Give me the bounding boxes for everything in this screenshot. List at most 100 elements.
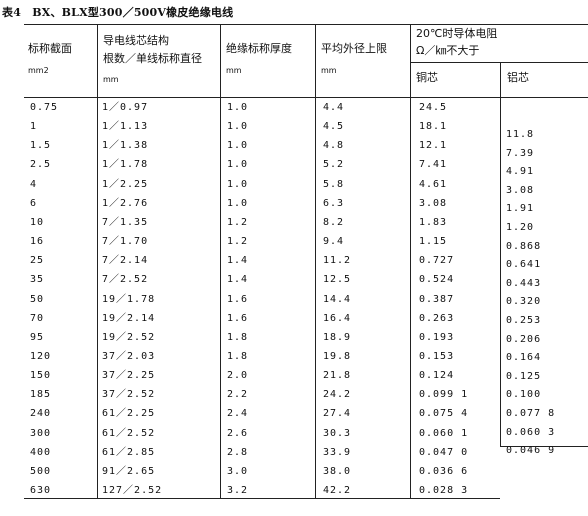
header-outer-unit: mm (321, 66, 337, 75)
cell-structure: 61／2.85 (102, 446, 156, 458)
header-bottom-border (24, 97, 588, 98)
cell-aluminum: 0.100 (506, 389, 542, 401)
cell-section: 400 (30, 446, 52, 458)
cell-section: 6 (30, 197, 38, 209)
cell-aluminum: 0.868 (506, 240, 542, 252)
col-divider-2 (220, 24, 221, 499)
cell-insulation: 1.0 (227, 197, 249, 209)
cell-copper: 12.1 (419, 140, 448, 152)
cell-structure: 7／1.35 (102, 216, 149, 228)
cell-insulation: 1.4 (227, 255, 249, 267)
cell-aluminum: 0.641 (506, 259, 542, 271)
cell-copper: 0.153 (419, 350, 455, 362)
cell-copper: 4.61 (419, 178, 448, 190)
cell-insulation: 3.0 (227, 465, 249, 477)
cell-section: 120 (30, 350, 52, 362)
cell-section: 630 (30, 485, 52, 496)
cell-outer: 27.4 (323, 408, 352, 420)
cell-aluminum: 0.046 9 (506, 445, 556, 457)
cell-copper: 0.099 1 (419, 389, 469, 401)
cell-structure: 19／1.78 (102, 293, 156, 305)
cell-section: 150 (30, 370, 52, 382)
cell-insulation: 1.0 (227, 140, 249, 152)
cell-outer: 16.4 (323, 312, 352, 324)
cell-insulation: 1.0 (227, 178, 249, 190)
header-insulation-unit: mm (226, 66, 242, 75)
cell-structure: 1／1.13 (102, 121, 149, 133)
cell-outer: 5.2 (323, 159, 345, 171)
col-divider-4 (410, 24, 411, 499)
cell-aluminum: 0.206 (506, 333, 542, 345)
cell-outer: 38.0 (323, 465, 352, 477)
cell-structure: 37／2.52 (102, 389, 156, 401)
cell-copper: 0.124 (419, 370, 455, 382)
cell-section: 2.5 (30, 159, 52, 171)
table-title: 表4 BX、BLX型300／500V橡皮绝缘电线 (2, 6, 234, 19)
cell-aluminum: 0.253 (506, 315, 542, 326)
cell-insulation: 1.2 (227, 216, 249, 228)
cell-structure: 19／2.52 (102, 331, 156, 343)
cell-structure: 7／1.70 (102, 236, 149, 248)
cell-aluminum: 3.08 (506, 184, 535, 196)
cell-insulation: 2.2 (227, 389, 249, 401)
cell-section: 35 (30, 274, 45, 286)
header-structure-unit: mm (103, 75, 119, 84)
cell-structure: 37／2.25 (102, 370, 156, 382)
cell-copper: 0.524 (419, 274, 455, 286)
cell-insulation: 2.8 (227, 446, 249, 458)
header-section: 标称截面 (28, 42, 72, 55)
cell-section: 1.5 (30, 140, 52, 152)
cell-outer: 11.2 (323, 255, 352, 267)
cell-insulation: 1.6 (227, 293, 249, 305)
cell-section: 500 (30, 465, 52, 477)
cell-structure: 1／2.25 (102, 178, 149, 190)
cell-section: 25 (30, 255, 45, 267)
cell-aluminum: 0.060 3 (506, 426, 556, 438)
cell-insulation: 1.2 (227, 236, 249, 248)
header-structure-line1: 导电线芯结构 (103, 34, 169, 47)
cell-aluminum: 0.164 (506, 352, 542, 364)
cell-outer: 42.2 (323, 485, 352, 496)
cell-outer: 9.4 (323, 236, 345, 248)
cell-copper: 0.193 (419, 331, 455, 343)
cell-outer: 30.3 (323, 427, 352, 439)
cell-aluminum: 1.91 (506, 203, 535, 215)
cell-section: 10 (30, 216, 45, 228)
cell-copper: 24.5 (419, 102, 448, 113)
aluminum-bottom-border (500, 446, 588, 447)
cell-insulation: 1.0 (227, 159, 249, 171)
cell-aluminum: 0.077 8 (506, 408, 556, 419)
cell-structure: 7／2.14 (102, 255, 149, 267)
cell-section: 70 (30, 312, 45, 324)
cell-outer: 14.4 (323, 293, 352, 305)
cell-section: 300 (30, 427, 52, 439)
cell-structure: 1／2.76 (102, 197, 149, 209)
cell-copper: 0.075 4 (419, 408, 469, 420)
cell-structure: 1／0.97 (102, 102, 149, 113)
col-divider-5 (500, 62, 501, 447)
cell-structure: 61／2.25 (102, 408, 156, 420)
cell-copper: 3.08 (419, 197, 448, 209)
cell-outer: 6.3 (323, 197, 345, 209)
cell-structure: 91／2.65 (102, 465, 156, 477)
cell-outer: 12.5 (323, 274, 352, 286)
header-structure-line2: 根数／单线标称直径 (103, 52, 202, 65)
cell-copper: 0.263 (419, 312, 455, 324)
resistance-subheader-border (410, 62, 588, 63)
cell-structure: 127／2.52 (102, 485, 163, 496)
header-resistance-line2: Ω／㎞不大于 (416, 44, 480, 57)
cell-outer: 4.8 (323, 140, 345, 152)
cell-insulation: 1.4 (227, 274, 249, 286)
cell-structure: 19／2.14 (102, 312, 156, 324)
cell-copper: 7.41 (419, 159, 448, 171)
header-aluminum: 铝芯 (507, 71, 529, 84)
col-divider-1 (97, 24, 98, 499)
cell-aluminum: 4.91 (506, 166, 535, 178)
cell-insulation: 3.2 (227, 485, 249, 496)
header-resistance-line1: 20℃时导体电阻 (416, 27, 498, 40)
cell-outer: 18.9 (323, 331, 352, 343)
cell-outer: 4.5 (323, 121, 345, 133)
cell-outer: 19.8 (323, 350, 352, 362)
cell-aluminum: 0.125 (506, 370, 542, 382)
table-bottom-border (24, 498, 500, 499)
